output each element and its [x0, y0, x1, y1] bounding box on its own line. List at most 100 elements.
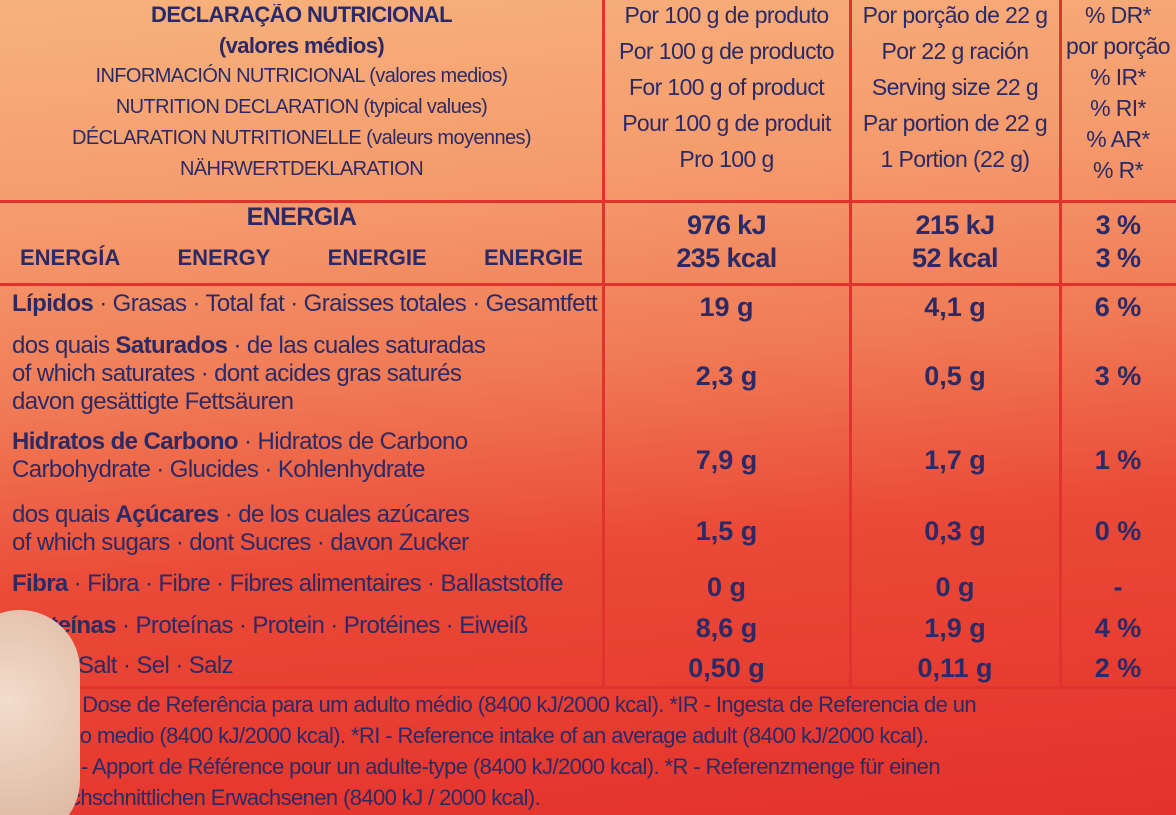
nutrient-line: dos quais Açúcares · de los cuales azúca… — [12, 503, 591, 531]
nutrient-value: 0 g — [850, 566, 1060, 608]
header-line: DÉCLARATION NUTRITIONELLE (valeurs moyen… — [72, 127, 532, 149]
header-line: Por 100 g de producto — [618, 38, 835, 64]
energy-value: 976 kJ 235 kcal — [603, 212, 850, 282]
nutrient-label: dos quais Açúcares · de los cuales azúca… — [0, 497, 603, 566]
row-divider — [0, 283, 1176, 286]
nutrient-bold: Fibra — [12, 570, 68, 597]
nutrient-label: Hidratos de Carbono · Hidratos de Carbon… — [0, 424, 603, 497]
header-line: NUTRITION DECLARATION (typical values) — [115, 96, 488, 118]
nutrient-value: 0,3 g — [850, 497, 1060, 566]
nutrient-text: of which sugars · dont Sucres · davon Zu… — [12, 529, 469, 556]
value-text: 0 % — [1094, 516, 1142, 546]
header-line: DECLARAÇÃO NUTRICIONAL — [151, 4, 453, 27]
nutrient-line: of which saturates · dont acides gras sa… — [12, 362, 591, 390]
header-line: Pour 100 g de produit — [622, 110, 831, 136]
nutrient-text: · de las cuales saturadas — [227, 332, 486, 359]
energy-title: ENERGIA — [246, 205, 357, 231]
nutrient-bold: Açúcares — [115, 501, 219, 528]
header-line: % RI* — [1090, 95, 1146, 121]
nutrient-text: · de los cuales azúcares — [218, 501, 470, 528]
nutrient-text: · Hidratos de Carbono — [237, 428, 468, 455]
nutrient-label: Fibra · Fibra · Fibre · Fibres alimentai… — [0, 566, 603, 608]
nutrient-value: 19 g — [603, 286, 850, 328]
energy-value: 215 kJ 52 kcal — [850, 212, 1060, 282]
nutrient-text: · Fibra · Fibre · Fibres alimentaires · … — [67, 570, 564, 597]
nutrient-value: 1,7 g — [850, 424, 1060, 497]
value-text: 0 g — [935, 571, 975, 602]
column-divider — [1059, 0, 1062, 688]
nutrient-prefix: dos quais — [12, 332, 116, 359]
nutrient-value: 0 % — [1060, 497, 1176, 566]
nutrient-text: · Grasas · Total fat · Graisses totales … — [93, 290, 598, 317]
energy-value-line: 976 kJ — [687, 212, 767, 240]
nutrient-line: of which sugars · dont Sucres · davon Zu… — [12, 531, 591, 559]
header-line: % R* — [1092, 157, 1144, 183]
nutrient-line: Proteínas · Proteínas · Protein · Protéi… — [12, 614, 591, 642]
header-line: Pro 100 g — [679, 146, 774, 172]
value-text: 4,1 g — [924, 291, 986, 322]
nutrient-line: davon gesättigte Fettsäuren — [12, 390, 591, 418]
header-line: % AR* — [1086, 126, 1150, 152]
energy-value-line: 3 % — [1095, 243, 1141, 273]
header-line: Por 100 g de produto — [624, 4, 829, 28]
energy-value-line: 3 % — [1095, 212, 1141, 240]
header-line: 1 Portion (22 g) — [880, 146, 1031, 172]
nutrient-text: davon gesättigte Fettsäuren — [12, 388, 294, 415]
row-divider — [0, 686, 1176, 689]
nutrient-value: 1 % — [1060, 424, 1176, 497]
header-line: % DR* — [1084, 4, 1152, 28]
nutrient-label: Lípidos · Grasas · Total fat · Graisses … — [0, 286, 603, 328]
nutrient-text: Carbohydrate · Glucides · Kohlenhydrate — [12, 456, 425, 483]
nutrient-value: 4 % — [1060, 608, 1176, 648]
nutrient-value: 0,11 g — [850, 648, 1060, 688]
nutrient-line: Lípidos · Grasas · Total fat · Graisses … — [12, 290, 598, 320]
nutrient-value: 1,5 g — [603, 497, 850, 566]
nutrient-line: Fibra · Fibra · Fibre · Fibres alimentai… — [12, 572, 591, 600]
nutrient-bold: Hidratos de Carbono — [12, 428, 239, 455]
value-text: 3 % — [1094, 360, 1142, 391]
nutrient-value: 2 % — [1060, 648, 1176, 688]
nutrient-bold: Lípidos — [12, 290, 94, 317]
footer-line: lto medio (8400 kJ/2000 kcal). *RI - Ref… — [70, 723, 929, 748]
energy-value-line: 215 kJ — [915, 212, 996, 240]
energy-translations: ENERGÍA ENERGY ENERGIE ENERGIE — [20, 245, 583, 271]
nutrient-value: 4,1 g — [850, 286, 1060, 328]
nutrient-value: 3 % — [1060, 328, 1176, 424]
header-line: Par portion de 22 g — [862, 110, 1048, 136]
nutrient-value: 8,6 g — [603, 608, 850, 648]
value-text: 1,7 g — [924, 445, 986, 475]
nutrient-value: - — [1060, 566, 1176, 608]
value-text: 7,9 g — [695, 445, 758, 475]
header-cell: Por porção de 22 g Por 22 g ración Serving… — [850, 4, 1060, 197]
value-text: 1,9 g — [924, 612, 986, 643]
value-text: 2 % — [1094, 652, 1142, 683]
column-divider — [849, 0, 852, 688]
header-cell: Por 100 g de produto Por 100 g de product… — [603, 4, 850, 197]
value-text: 1,5 g — [695, 516, 758, 546]
value-text: 0,50 g — [688, 652, 765, 683]
nutrient-label: dos quais Saturados · de las cuales satu… — [0, 328, 603, 424]
nutrient-label: Proteínas · Proteínas · Protein · Protéi… — [0, 608, 603, 648]
energy-translation: ENERGIE — [483, 245, 583, 270]
value-text: 19 g — [699, 291, 754, 322]
header-line: Por porção de 22 g — [862, 4, 1048, 28]
value-text: 0,5 g — [924, 360, 986, 391]
nutrient-value: 7,9 g — [603, 424, 850, 497]
nutrient-line: · Sal · Salt · Sel · Salz — [12, 654, 591, 682]
finger — [0, 610, 80, 815]
value-text: 0 g — [706, 571, 746, 602]
header-line: por porção — [1066, 33, 1171, 59]
footer: - Dose de Referência para um adulto médi… — [70, 692, 1170, 815]
nutrient-text: of which saturates · dont acides gras sa… — [12, 360, 462, 387]
nutrient-value: 0 g — [603, 566, 850, 608]
value-text: 6 % — [1094, 291, 1142, 322]
energy-translation: ENERGIE — [327, 245, 427, 270]
energy-translation: ENERGÍA — [20, 245, 121, 270]
row-divider — [0, 200, 1176, 203]
nutrient-line: Hidratos de Carbono · Hidratos de Carbon… — [12, 430, 591, 458]
nutrient-bold: Saturados — [115, 332, 228, 359]
nutrient-value: 0,5 g — [850, 328, 1060, 424]
energy-value-line: 52 kcal — [912, 243, 998, 273]
column-divider — [602, 0, 605, 688]
